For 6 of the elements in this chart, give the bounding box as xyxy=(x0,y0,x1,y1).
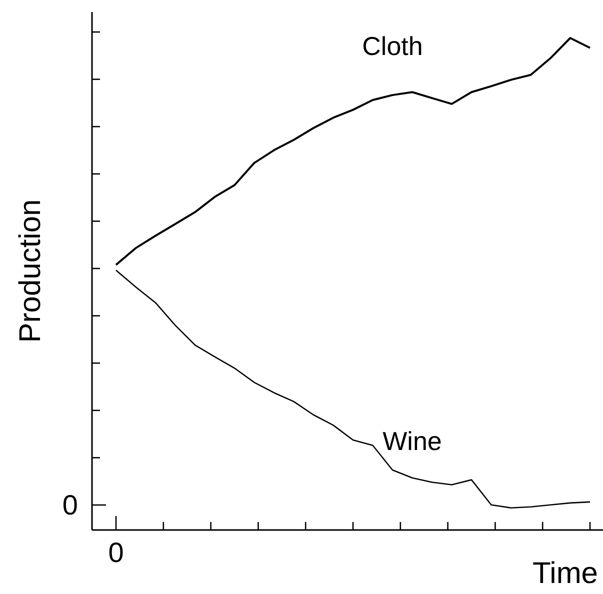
x-axis-title: Time xyxy=(532,557,598,590)
y-axis-title: Production xyxy=(14,199,47,343)
text: 0 xyxy=(62,490,78,520)
series-label: Cloth xyxy=(362,31,423,62)
series-label: Wine xyxy=(382,426,442,456)
text: 0 xyxy=(108,537,124,568)
